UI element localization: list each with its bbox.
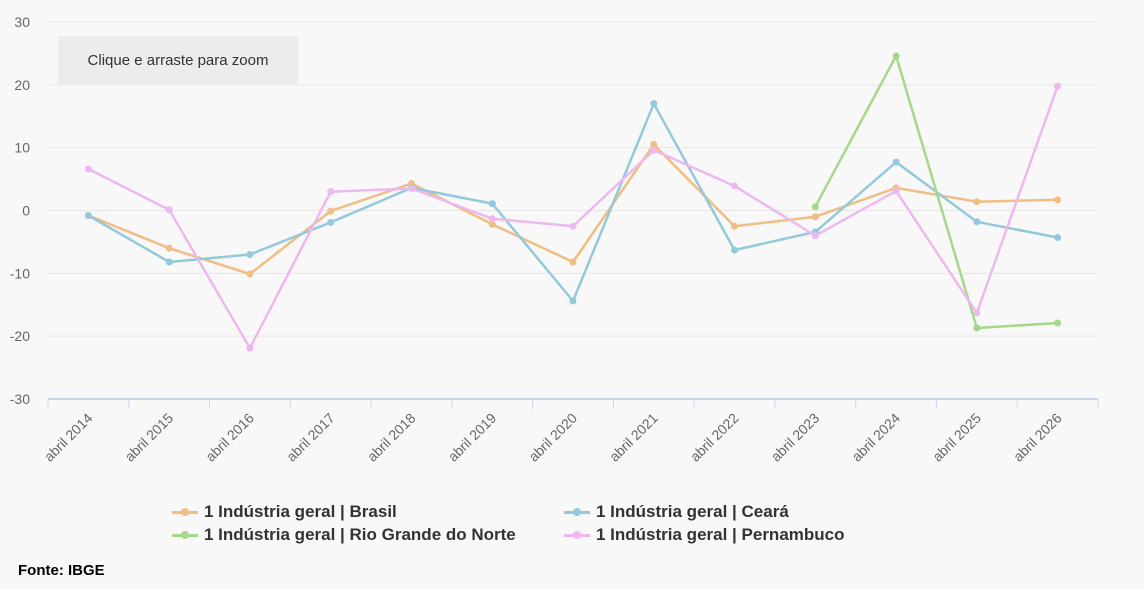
series-2[interactable] [811,52,1062,332]
legend-label: 1 Indústria geral | Ceará [596,502,789,521]
legend-label: 1 Indústria geral | Brasil [204,502,397,521]
data-point[interactable] [165,206,173,214]
y-tick-label: 20 [14,77,30,93]
y-axis-ticks: 30 20 10 0 -10 -20 -30 [10,14,30,407]
y-tick-label: -20 [10,328,30,344]
data-point[interactable] [84,165,92,173]
data-point[interactable] [569,222,577,230]
series-1[interactable] [84,100,1062,305]
x-tick-label: abril 2016 [202,410,257,465]
legend-line-icon [172,506,198,518]
x-tick-label: abril 2020 [525,410,580,465]
data-point[interactable] [165,258,173,266]
data-point[interactable] [1054,319,1062,327]
x-tick-label: abril 2015 [121,410,176,465]
data-point[interactable] [488,215,496,223]
legend-line-icon [564,506,590,518]
zoom-hint-button[interactable]: Clique e arraste para zoom [58,36,298,84]
data-point[interactable] [1054,234,1062,242]
y-tick-label: 30 [14,14,30,30]
series-3[interactable] [84,82,1062,352]
y-tick-label: -10 [10,265,30,281]
x-tick-label: abril 2025 [929,410,984,465]
data-point[interactable] [1054,82,1062,90]
legend-item-brasil[interactable]: 1 Indústria geral | Brasil [172,502,397,522]
data-point[interactable] [165,244,173,252]
legend-line-icon [564,529,590,541]
x-tick-label: abril 2022 [687,410,742,465]
source-note: Fonte: IBGE [18,562,105,579]
legend-item-ceara[interactable]: 1 Indústria geral | Ceará [564,502,789,522]
data-point[interactable] [811,203,819,211]
grid-lines [48,21,1098,337]
data-point[interactable] [327,188,335,196]
data-point[interactable] [650,100,658,108]
y-tick-label: -30 [10,391,30,407]
data-point[interactable] [811,213,819,221]
legend-label: 1 Indústria geral | Pernambuco [596,525,845,544]
x-tick-label: abril 2019 [445,410,500,465]
series-line[interactable] [87,102,1058,303]
x-tick-label: abril 2024 [848,410,903,465]
data-point[interactable] [731,182,739,190]
legend-line-icon [172,529,198,541]
chart-legend: 1 Indústria geral | Brasil 1 Indústria g… [172,502,932,550]
x-tick-label: abril 2017 [283,410,338,465]
data-point[interactable] [892,52,900,60]
data-point[interactable] [488,220,496,228]
data-point[interactable] [973,218,981,226]
x-tick-label: abril 2023 [768,410,823,465]
data-point[interactable] [327,218,335,226]
data-point[interactable] [731,222,739,230]
data-point[interactable] [569,258,577,266]
y-tick-label: 0 [22,203,30,219]
data-point[interactable] [892,158,900,166]
data-point[interactable] [1054,196,1062,204]
data-point[interactable] [327,207,335,215]
series-line[interactable] [814,54,1058,330]
data-point[interactable] [650,146,658,154]
data-point[interactable] [973,309,981,317]
data-point[interactable] [731,246,739,254]
data-point[interactable] [811,232,819,240]
data-point[interactable] [892,187,900,195]
series-line[interactable] [87,85,1059,350]
data-point[interactable] [246,250,254,258]
data-point[interactable] [246,344,254,352]
data-point[interactable] [246,270,254,278]
data-point[interactable] [650,141,658,149]
legend-item-pernambuco[interactable]: 1 Indústria geral | Pernambuco [564,525,845,545]
x-tick-label: abril 2026 [1010,410,1065,465]
data-point[interactable] [84,212,92,220]
data-point[interactable] [407,185,415,193]
legend-item-rio-grande-do-norte[interactable]: 1 Indústria geral | Rio Grande do Norte [172,525,516,545]
data-point[interactable] [569,297,577,305]
series-line[interactable] [87,143,1058,276]
data-point[interactable] [973,198,981,206]
data-point[interactable] [973,324,981,332]
series-lines[interactable] [84,52,1062,352]
x-tick-label: abril 2014 [41,410,96,465]
y-tick-label: 10 [14,140,30,156]
legend-label: 1 Indústria geral | Rio Grande do Norte [204,525,516,544]
x-axis: abril 2014 abril 2015 abril 2016 abril 2017… [41,398,1099,465]
data-point[interactable] [488,200,496,208]
x-tick-label: abril 2021 [606,410,661,465]
x-tick-label: abril 2018 [364,410,419,465]
